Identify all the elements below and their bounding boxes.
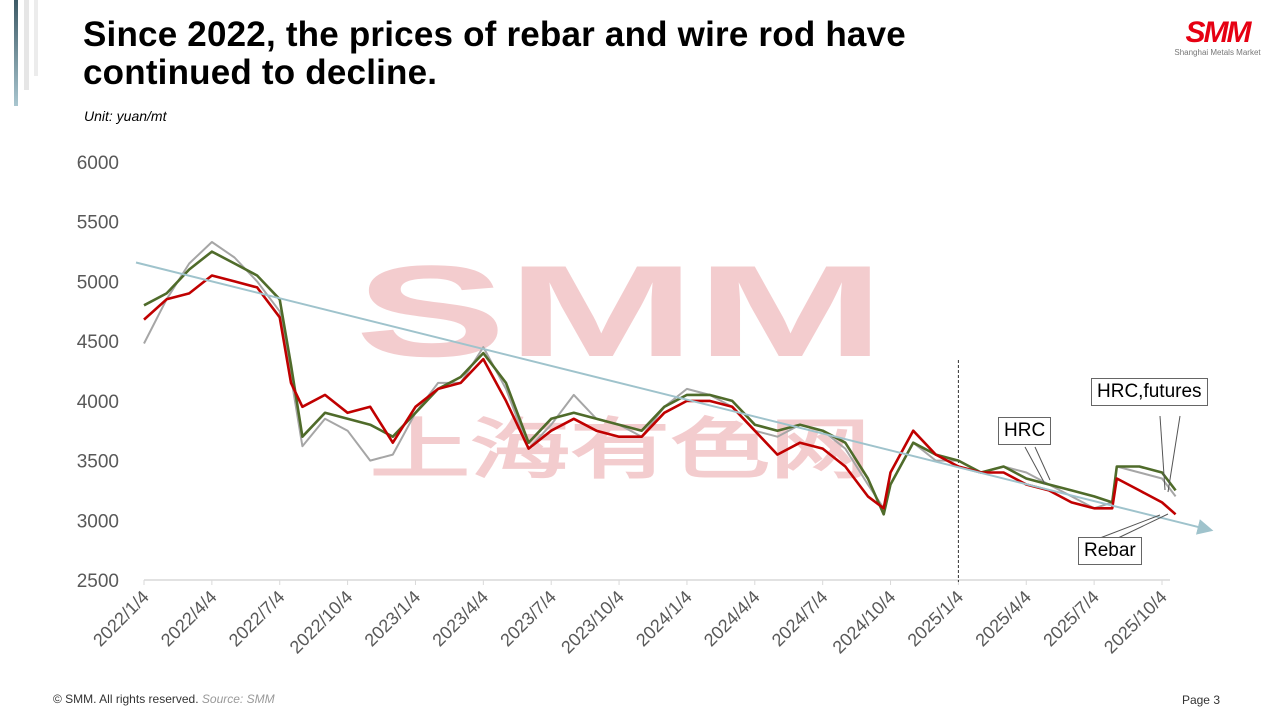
y-tick-label: 4500: [77, 332, 119, 353]
accent-bar: [14, 0, 18, 106]
annotation-pointer: [1024, 446, 1046, 485]
annotation-pointer: [1034, 446, 1051, 481]
y-tick-label: 5000: [77, 272, 119, 293]
y-tick-label: 3500: [77, 452, 119, 473]
annotation-hrc-futures: HRC,futures: [1091, 378, 1208, 406]
annotation-pointer: [1159, 415, 1166, 491]
x-tick-label: 2024/10/4: [829, 587, 900, 658]
accent-bar: [24, 0, 29, 90]
footer-copyright: © SMM. All rights reserved. Source: SMM: [53, 692, 275, 706]
x-tick-label: 2024/7/4: [768, 587, 832, 651]
accent-bar: [34, 0, 38, 76]
watermark-cn: 上海有色网: [370, 411, 870, 488]
x-tick-label: 2023/7/4: [496, 587, 560, 651]
x-tick-label: 2024/4/4: [700, 587, 764, 651]
y-tick-label: 4000: [77, 392, 119, 413]
x-tick-label: 2025/10/4: [1100, 587, 1171, 658]
x-tick-label: 2023/4/4: [428, 587, 492, 651]
x-tick-label: 2025/4/4: [971, 587, 1035, 651]
y-tick-label: 6000: [77, 153, 119, 174]
x-tick-label: 2022/7/4: [225, 587, 289, 651]
x-tick-label: 2024/1/4: [632, 587, 696, 651]
annotation-pointer: [1099, 514, 1161, 539]
page-number: Page 3: [1181, 693, 1220, 707]
annotation-pointer: [1167, 415, 1181, 493]
annotation-hrc: HRC: [998, 417, 1052, 445]
x-tick-label: 2022/10/4: [286, 587, 357, 658]
trend-line: [135, 261, 1214, 535]
copyright-text: © SMM. All rights reserved.: [53, 692, 199, 706]
x-tick-label: 2025/7/4: [1039, 587, 1103, 651]
series-line-hrc: [143, 250, 1177, 516]
x-tick-label: 2022/1/4: [89, 587, 153, 651]
unit-label: Unit: yuan/mt: [84, 108, 167, 124]
watermark-smm: SMM: [355, 238, 885, 384]
y-tick-label: 3000: [77, 511, 119, 532]
source-text: Source: SMM: [201, 692, 275, 706]
annotation-rebar: Rebar: [1078, 537, 1142, 565]
y-tick-label: 2500: [77, 571, 119, 592]
logo-subtitle: Shanghai Metals Market: [1174, 48, 1261, 57]
annotation-pointer: [1117, 513, 1169, 539]
x-tick-label: 2023/1/4: [361, 587, 425, 651]
x-tick-label: 2025/1/4: [904, 587, 968, 651]
y-tick-label: 5500: [77, 213, 119, 234]
watermark: SMM 上海有色网: [355, 238, 885, 488]
x-tick-label: 2023/10/4: [557, 587, 628, 658]
x-tick-label: 2022/4/4: [157, 587, 221, 651]
page-title: Since 2022, the prices of rebar and wire…: [83, 15, 906, 92]
logo-mark: SMM: [1185, 16, 1252, 49]
smm-logo: SMM Shanghai Metals Market: [1170, 16, 1265, 58]
